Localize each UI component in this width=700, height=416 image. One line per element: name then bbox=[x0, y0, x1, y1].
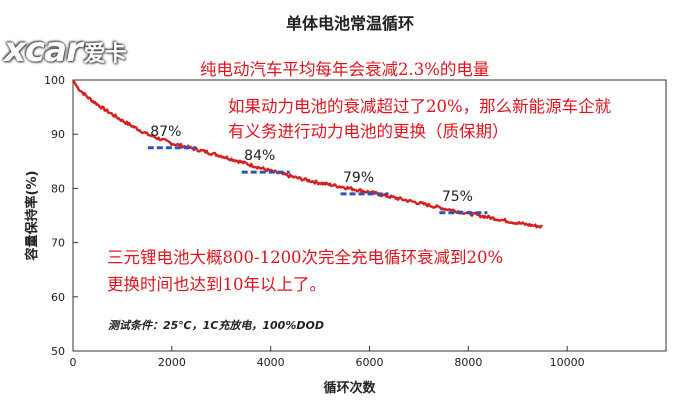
chart-title: 单体电池常温循环 bbox=[285, 14, 414, 33]
capacity-marker-label: 79% bbox=[343, 170, 374, 186]
series-line bbox=[71, 79, 543, 229]
y-tick-label: 100 bbox=[44, 74, 65, 87]
x-tick-label: 6000 bbox=[356, 356, 384, 369]
test-conditions-values: 25℃，1C充放电，100%DOD bbox=[163, 319, 324, 332]
capacity-marker-label: 84% bbox=[244, 148, 275, 164]
annotation-ternary-lithium: 三元锂电池大概800-1200次完全充电循环衰减到20% 更换时间也达到10年以… bbox=[107, 244, 503, 298]
x-axis-label: 循环次数 bbox=[323, 380, 376, 396]
y-tick-label: 70 bbox=[51, 237, 65, 250]
logo-latin: xcar bbox=[4, 30, 83, 70]
annotation-cycles-line: 三元锂电池大概800-1200次完全充电循环衰减到20% bbox=[107, 248, 504, 267]
x-tick-label: 2000 bbox=[158, 356, 186, 369]
y-tick-label: 60 bbox=[51, 291, 65, 304]
capacity-marker-label: 87% bbox=[150, 124, 181, 140]
test-conditions-prefix: 测试条件： bbox=[108, 319, 163, 332]
annotation-warranty-line1: 如果动力电池的衰减超过了20%，那么新能源车企就 bbox=[228, 97, 612, 116]
y-axis-label: 容量保持率(%) bbox=[24, 171, 40, 262]
x-tick-label: 8000 bbox=[454, 356, 482, 369]
capacity-marker-label: 75% bbox=[442, 189, 473, 205]
annotation-decay-rate: 纯电动汽车平均每年会衰减2.3%的电量 bbox=[200, 60, 490, 79]
x-tick-label: 4000 bbox=[257, 356, 285, 369]
logo-chinese: 爱卡 bbox=[83, 42, 127, 67]
y-tick-label: 80 bbox=[51, 182, 65, 195]
y-tick-label: 90 bbox=[51, 128, 65, 141]
y-tick-label: 50 bbox=[51, 345, 65, 358]
x-tick-label: 10000 bbox=[550, 356, 585, 369]
x-tick-label: 0 bbox=[70, 356, 77, 369]
annotation-warranty: 如果动力电池的衰减超过了20%，那么新能源车企就 有义务进行动力电池的更换（质保… bbox=[228, 94, 611, 144]
annotation-warranty-line2: 有义务进行动力电池的更换（质保期） bbox=[228, 122, 509, 141]
test-conditions: 测试条件：25℃，1C充放电，100%DOD bbox=[108, 317, 324, 333]
annotation-lifespan-line: 更换时间也达到10年以上了。 bbox=[107, 275, 326, 294]
xcar-logo: xcar爱卡 bbox=[4, 30, 127, 70]
